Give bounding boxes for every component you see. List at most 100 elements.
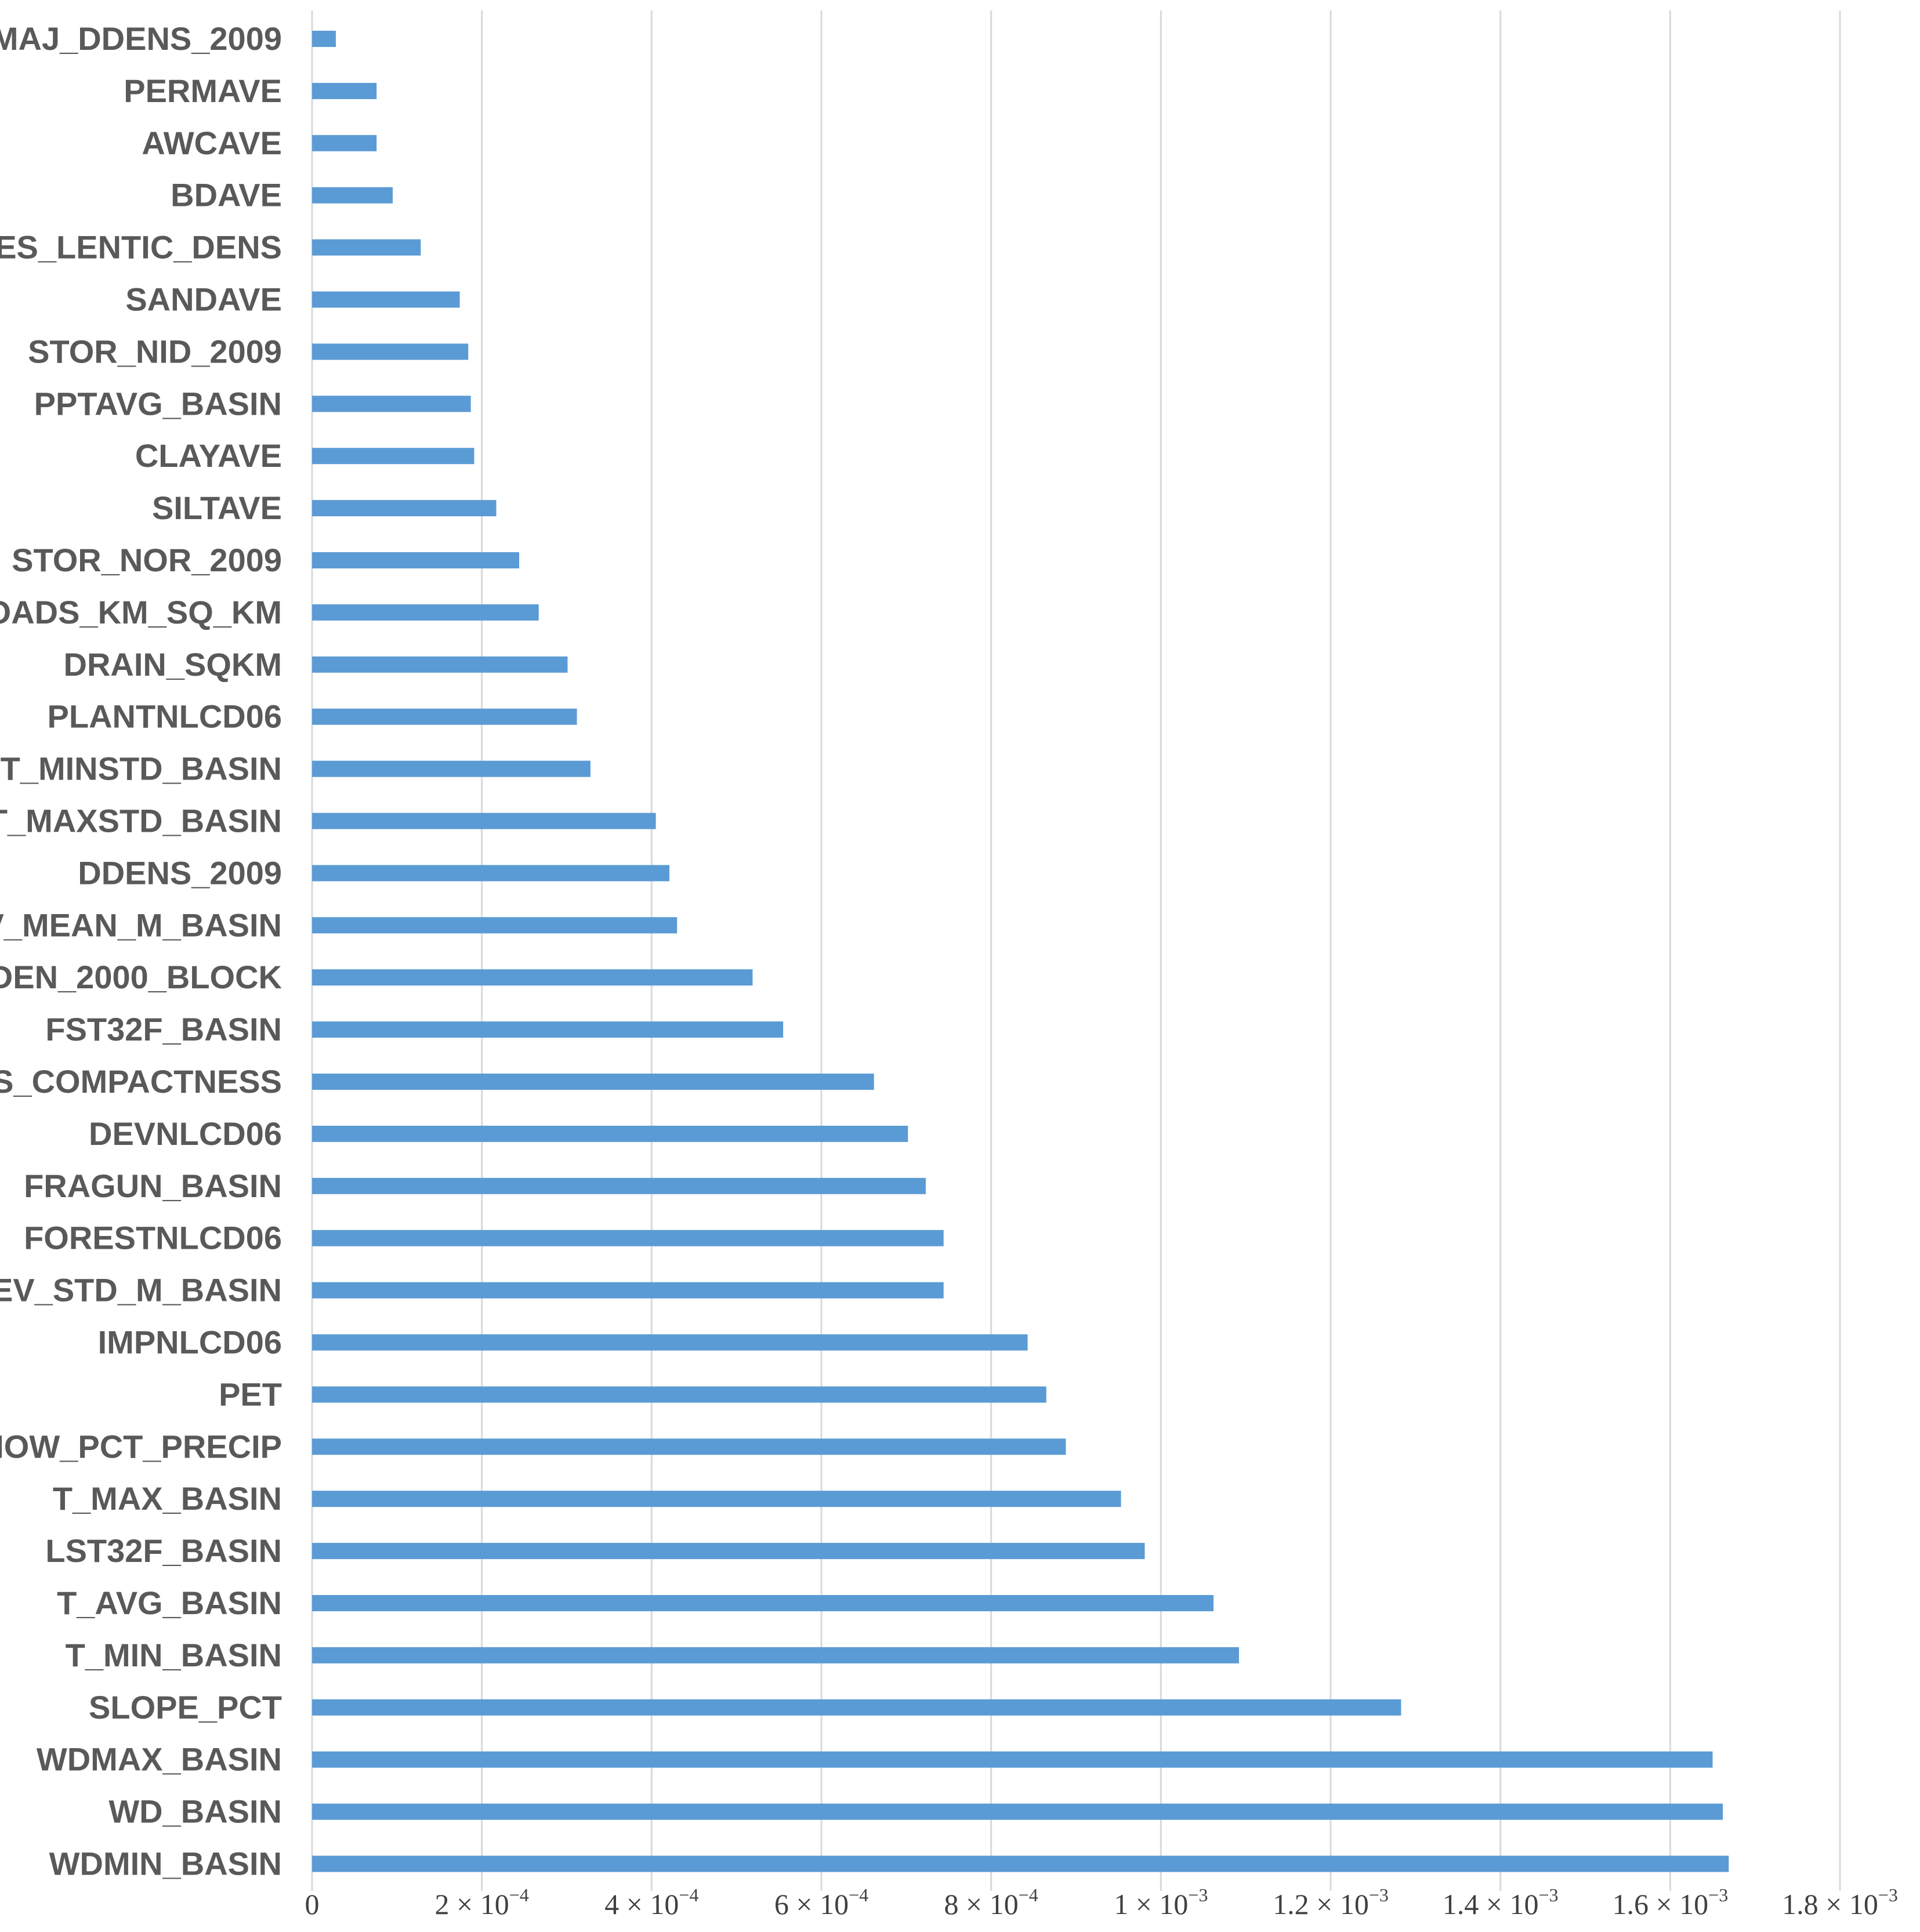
x-tick-exponent: −4 <box>849 1884 868 1905</box>
bar-hires-lentic-dens <box>312 239 421 256</box>
category-label: FORESTNLCD06 <box>24 1220 282 1256</box>
bar-ddens-2009 <box>312 865 670 882</box>
bar-siltave <box>312 500 497 517</box>
category-label: WDMAX_BASIN <box>37 1741 282 1778</box>
x-tick-mantissa: 1.6 × 10 <box>1612 1888 1708 1920</box>
bar-bdave <box>312 187 393 204</box>
category-label: LST32F_BASIN <box>45 1532 282 1569</box>
category-label: DDENS_2009 <box>78 854 282 891</box>
category-label: ELEV_STD_M_BASIN <box>0 1272 282 1308</box>
bar-pden-2000-block <box>312 969 753 986</box>
bar-wd-basin <box>312 1803 1723 1820</box>
bar-stor-nid-2009 <box>312 343 469 360</box>
x-tick-label: 4 × 10−4 <box>604 1884 698 1920</box>
category-label: AWCAVE <box>142 125 282 161</box>
bar-forestnlcd06 <box>312 1230 944 1246</box>
x-tick-label: 1.2 × 10−3 <box>1273 1884 1389 1920</box>
category-label: T_MINSTD_BASIN <box>1 751 282 787</box>
category-label: FST32F_BASIN <box>45 1011 282 1047</box>
bars <box>312 31 1729 1872</box>
category-label: PET <box>219 1376 282 1412</box>
category-label: FRAGUN_BASIN <box>24 1168 282 1204</box>
bar-maj-ddens-2009 <box>312 31 336 47</box>
x-tick-label: 1.4 × 10−3 <box>1443 1884 1559 1920</box>
category-label: PPTAVG_BASIN <box>34 385 282 422</box>
bar-fragun-basin <box>312 1177 926 1194</box>
bar-slope-pct <box>312 1699 1401 1716</box>
gridlines <box>311 10 1841 1891</box>
x-tick-mantissa: 2 × 10 <box>435 1888 509 1920</box>
bar-pet <box>312 1386 1046 1403</box>
x-tick-mantissa: 1.4 × 10 <box>1443 1888 1539 1920</box>
x-tick-label: 1.8 × 10−3 <box>1782 1884 1898 1920</box>
x-tick-mantissa: 6 × 10 <box>774 1888 849 1920</box>
category-label: WDMIN_BASIN <box>49 1846 282 1882</box>
category-label: DEVNLCD06 <box>89 1115 282 1152</box>
x-tick-mantissa: 4 × 10 <box>604 1888 679 1920</box>
category-label: PLANTNLCD06 <box>48 698 282 735</box>
bar-t-minstd-basin <box>312 760 591 777</box>
category-label: CLAYAVE <box>135 437 282 474</box>
x-tick-label: 8 × 10−4 <box>944 1884 1038 1920</box>
x-tick-label: 2 × 10−4 <box>435 1884 529 1920</box>
x-tick-exponent: −4 <box>509 1884 529 1905</box>
bar-lst32f-basin <box>312 1543 1145 1560</box>
bar-bas-compactness <box>312 1074 874 1090</box>
x-tick-exponent: −3 <box>1369 1884 1389 1905</box>
category-label: HIRES_LENTIC_DENS <box>0 229 282 266</box>
x-tick-exponent: −4 <box>679 1884 698 1905</box>
bar-t-max-basin <box>312 1491 1121 1507</box>
bar-stor-nor-2009 <box>312 552 520 568</box>
category-label: IMPNLCD06 <box>98 1324 282 1361</box>
x-tick-exponent: −3 <box>1188 1884 1208 1905</box>
category-label: T_AVG_BASIN <box>57 1585 282 1621</box>
x-tick-exponent: −3 <box>1538 1884 1558 1905</box>
x-tick-label: 1.6 × 10−3 <box>1612 1884 1728 1920</box>
x-tick-mantissa: 1 × 10 <box>1114 1888 1188 1920</box>
category-label: WD_BASIN <box>108 1793 282 1830</box>
category-label: T_MAXSTD_BASIN <box>0 803 282 839</box>
x-tick-label: 6 × 10−4 <box>774 1884 868 1920</box>
x-tick-exponent: −3 <box>1878 1884 1898 1905</box>
category-label: .EV_MEAN_M_BASIN <box>0 907 282 943</box>
category-label: STOR_NOR_2009 <box>12 542 282 578</box>
x-tick-label: 0 <box>305 1888 320 1920</box>
bar-snow-pct-precip <box>312 1438 1066 1455</box>
x-tick-mantissa: 1.8 × 10 <box>1782 1888 1878 1920</box>
category-label: SNOW_PCT_PRECIP <box>0 1428 282 1465</box>
bar-plantnlcd06 <box>312 708 577 725</box>
category-label: STOR_NID_2009 <box>28 333 282 369</box>
x-tick-mantissa: 0 <box>305 1888 320 1920</box>
bar-wdmax-basin <box>312 1751 1713 1768</box>
bar-fst32f-basin <box>312 1021 784 1038</box>
category-label: SILTAVE <box>152 490 282 526</box>
x-tick-exponent: −3 <box>1708 1884 1728 1905</box>
x-tick-mantissa: 8 × 10 <box>944 1888 1019 1920</box>
bar-drain-sqkm <box>312 656 568 673</box>
bar-impnlcd06 <box>312 1334 1028 1351</box>
bar-clayave <box>312 448 474 465</box>
bar-t-avg-basin <box>312 1595 1214 1611</box>
category-labels: MAJ_DDENS_2009 PERMAVE AWCAVE BDAVE HIRES_LE… <box>0 20 282 1882</box>
bar-sandave <box>312 291 460 308</box>
bar-awcave <box>312 135 377 151</box>
bar-permave <box>312 82 377 99</box>
category-label: SLOPE_PCT <box>89 1689 282 1726</box>
category-label: ROADS_KM_SQ_KM <box>0 594 282 630</box>
bar-ev-mean-m-basin <box>312 917 678 934</box>
bar-t-min-basin <box>312 1647 1239 1663</box>
category-label: SANDAVE <box>125 281 282 318</box>
category-label: T_MIN_BASIN <box>66 1637 282 1673</box>
category-label: PDEN_2000_BLOCK <box>0 959 282 995</box>
category-label: PERMAVE <box>124 73 282 109</box>
category-label: T_MAX_BASIN <box>53 1480 282 1517</box>
bar-pptavg-basin <box>312 396 471 412</box>
category-label: MAJ_DDENS_2009 <box>0 20 282 57</box>
bar-elev-std-m-basin <box>312 1282 944 1299</box>
category-label: BDAVE <box>171 177 282 213</box>
bar-roads-km-sq-km <box>312 604 539 621</box>
x-tick-exponent: −4 <box>1019 1884 1038 1905</box>
